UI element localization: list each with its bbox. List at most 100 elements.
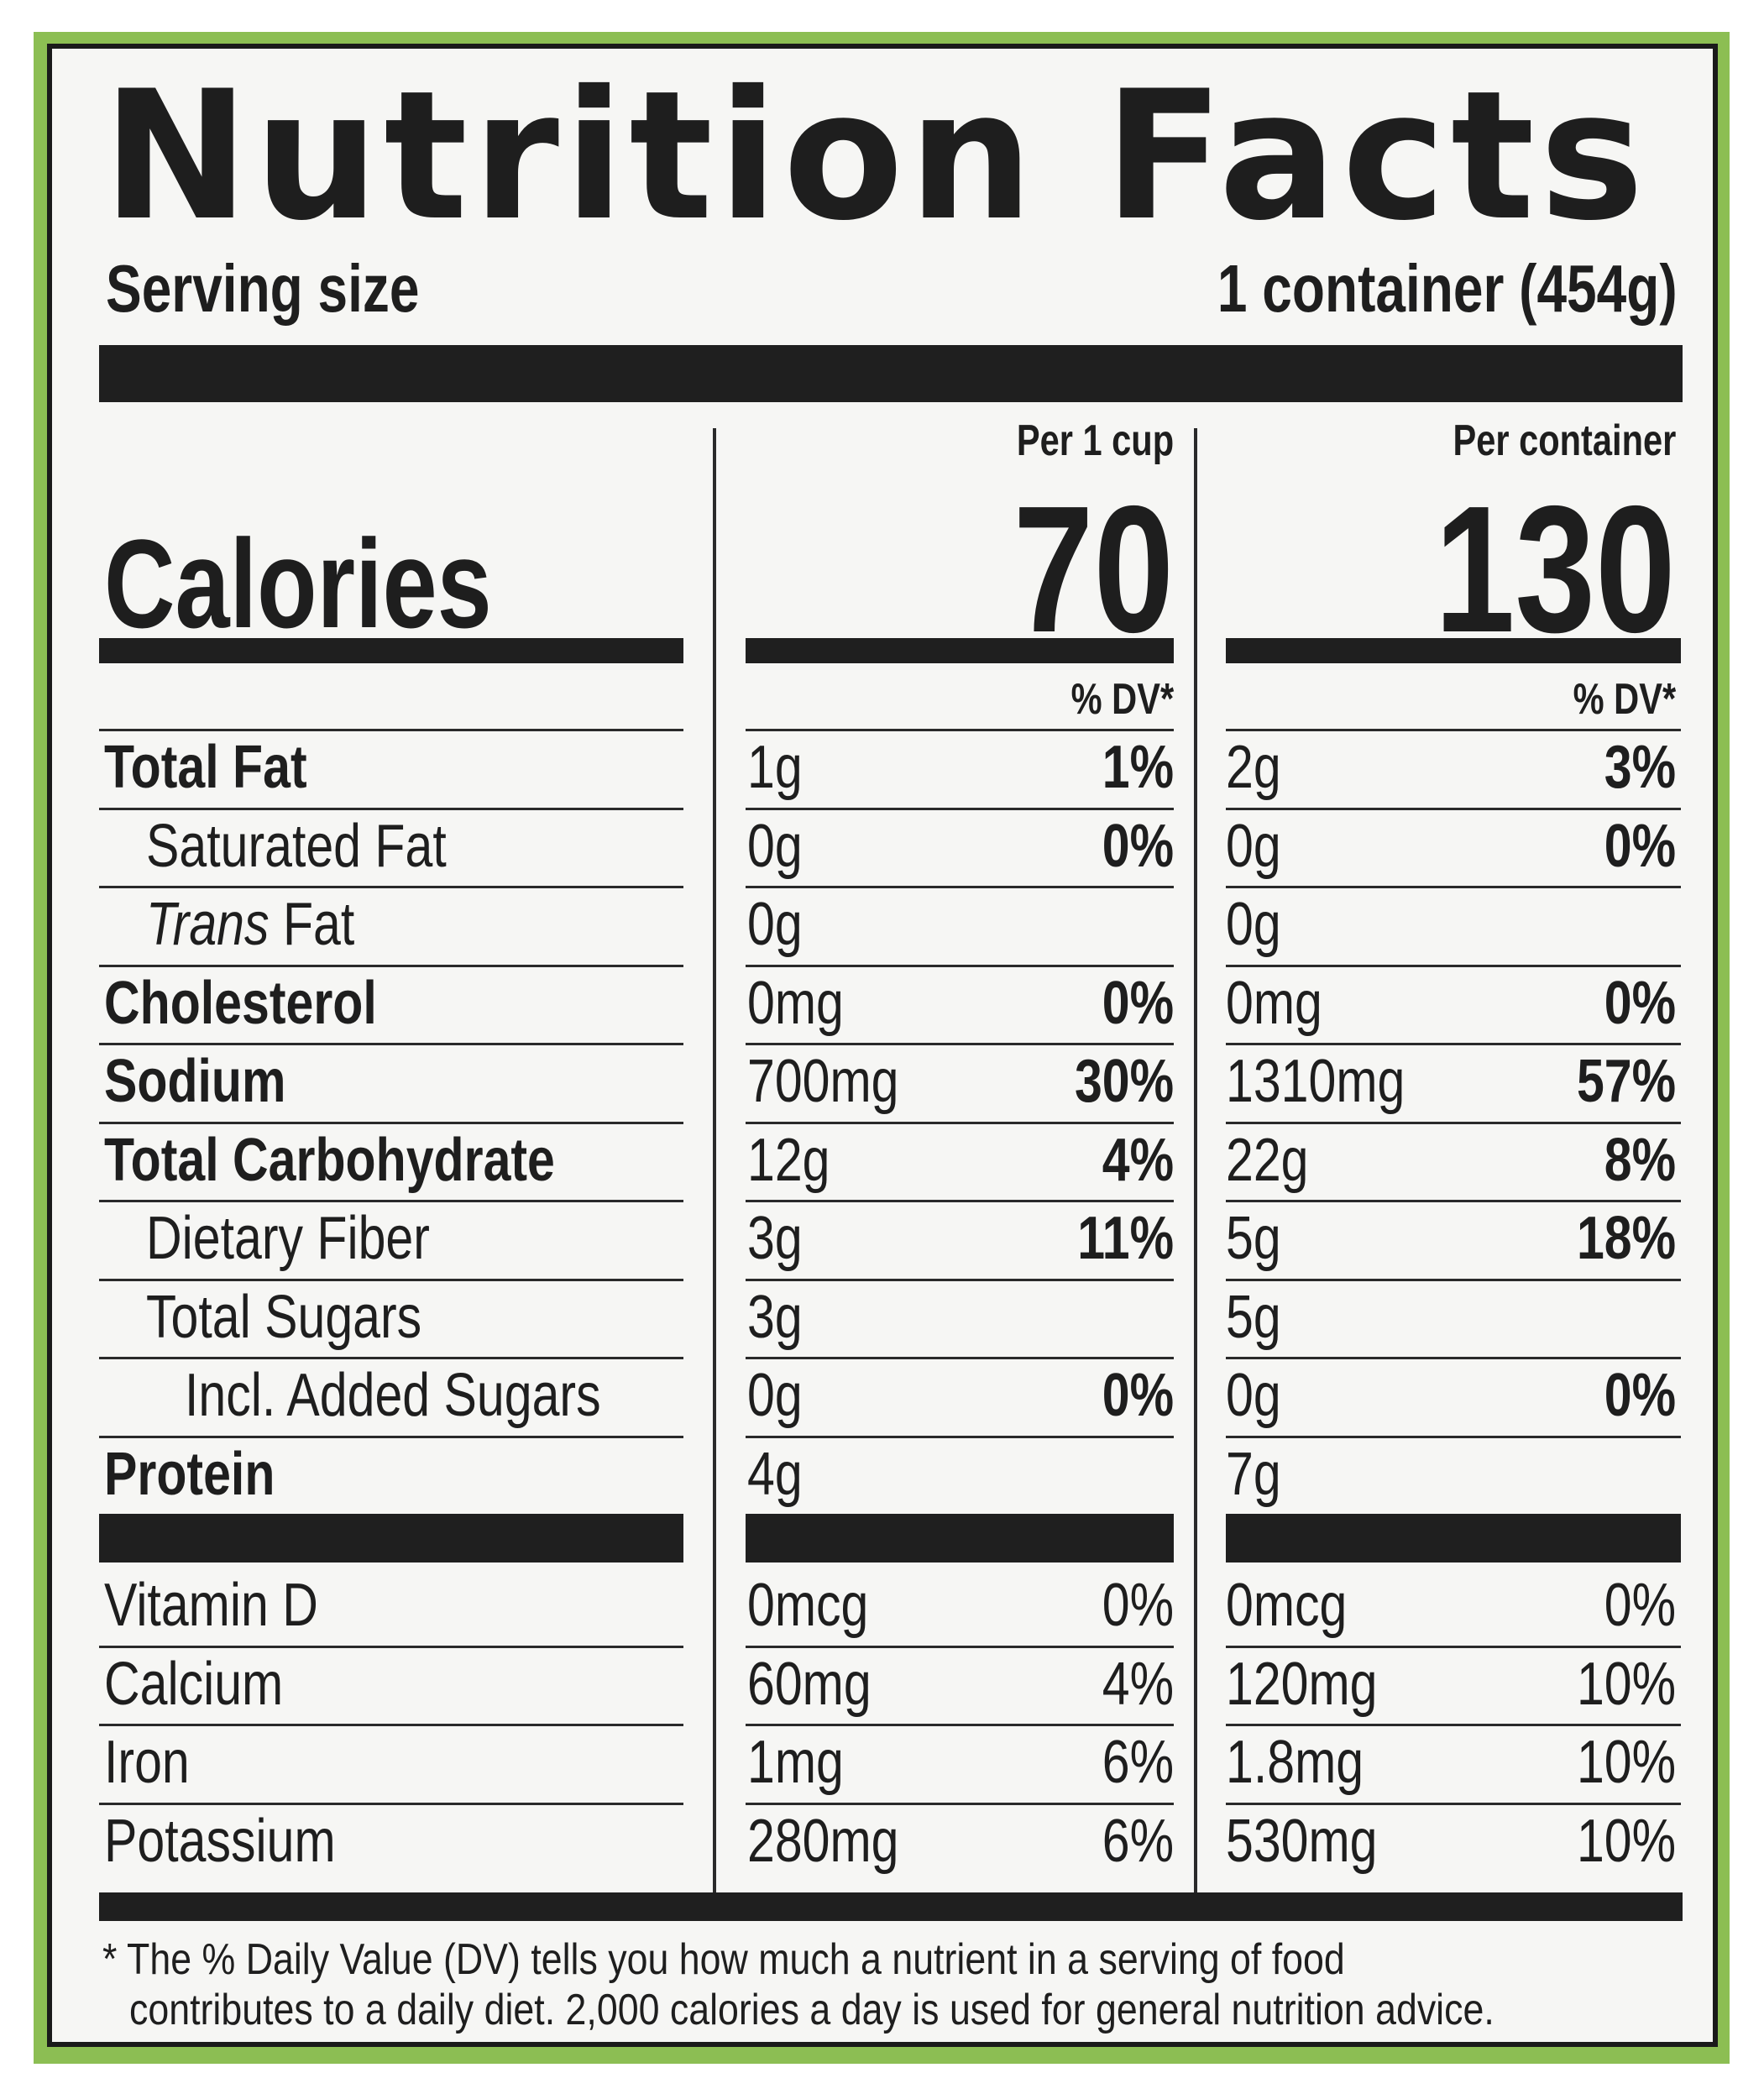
dv-per-cup: 1% <box>1102 734 1174 801</box>
nutrient-label-text: Dietary Fiber <box>146 1205 430 1272</box>
row-separator <box>746 729 1174 731</box>
amount-per-container: 0g <box>1226 1362 1281 1429</box>
row-separator <box>746 1436 1174 1438</box>
row-separator <box>746 965 1174 967</box>
vitamin-dv-per-cup: 6% <box>1102 1808 1174 1875</box>
row-separator <box>746 1646 1174 1648</box>
dv-per-cup: 0% <box>1102 970 1174 1037</box>
nutrient-label-text: Protein <box>104 1441 275 1508</box>
vitamin-label: Calcium <box>104 1651 284 1718</box>
amount-per-container: 0mg <box>1226 970 1322 1037</box>
row-separator <box>1226 1122 1681 1124</box>
calories-per-cup: 70 <box>1013 468 1174 670</box>
row-separator <box>746 1803 1174 1805</box>
row-separator <box>99 1043 683 1045</box>
amount-per-container: 2g <box>1226 734 1281 801</box>
amount-per-cup: 0mg <box>747 970 844 1037</box>
row-separator <box>746 1357 1174 1359</box>
amount-per-cup: 0g <box>747 813 803 880</box>
nutrition-facts-label: Nutrition Facts Serving size 1 container… <box>47 44 1718 2047</box>
vitamin-amount-per-cup: 0mcg <box>747 1572 869 1639</box>
amount-per-container: 7g <box>1226 1441 1281 1508</box>
row-separator <box>1226 1043 1681 1045</box>
row-separator <box>746 1200 1174 1202</box>
row-separator <box>1226 886 1681 888</box>
amount-per-cup: 700mg <box>747 1048 899 1115</box>
row-separator <box>1226 729 1681 731</box>
amount-per-cup: 0g <box>747 1362 803 1429</box>
column-divider-right <box>1194 428 1197 1896</box>
amount-per-cup: 1g <box>747 734 803 801</box>
row-separator <box>1226 1200 1681 1202</box>
amount-per-cup: 0g <box>747 891 803 958</box>
amount-per-container: 0g <box>1226 813 1281 880</box>
nutrient-label-text: Total Fat <box>104 734 307 801</box>
vitamin-amount-per-cup: 60mg <box>747 1651 872 1718</box>
dv-per-cup: 11% <box>1077 1205 1174 1272</box>
nutrient-label: Saturated Fat <box>146 813 447 880</box>
amount-per-cup: 12g <box>747 1127 830 1194</box>
row-separator <box>99 1200 683 1202</box>
dv-per-container: 3% <box>1604 734 1676 801</box>
vitamin-dv-per-cup: 6% <box>1102 1729 1174 1796</box>
row-separator <box>746 808 1174 810</box>
dv-per-cup: 30% <box>1074 1048 1174 1115</box>
dv-per-cup: 4% <box>1102 1127 1174 1194</box>
dv-per-container: 8% <box>1604 1127 1676 1194</box>
dv-per-cup: 0% <box>1102 813 1174 880</box>
vitamin-dv-per-container: 10% <box>1576 1651 1676 1718</box>
calories-per-container: 130 <box>1435 468 1676 670</box>
amount-per-container: 5g <box>1226 1205 1281 1272</box>
nutrient-label-text: Total Carbohydrate <box>104 1127 555 1194</box>
nutrient-label-text: Cholesterol <box>104 970 377 1037</box>
row-separator <box>746 886 1174 888</box>
row-separator <box>99 886 683 888</box>
thick-divider-vitamins-container <box>1226 1514 1681 1562</box>
row-separator <box>99 1122 683 1124</box>
nutrient-label-text: Sodium <box>104 1048 286 1115</box>
nutrient-label: Total Carbohydrate <box>104 1127 555 1194</box>
row-separator <box>1226 1724 1681 1726</box>
nutrient-label: Cholesterol <box>104 970 377 1037</box>
medium-divider-label <box>99 638 683 663</box>
row-separator <box>99 1646 683 1648</box>
vitamin-amount-per-cup: 280mg <box>747 1808 899 1875</box>
row-separator <box>99 1279 683 1281</box>
nutrient-label-text: Fat <box>282 891 355 958</box>
row-separator <box>746 1279 1174 1281</box>
amount-per-container: 22g <box>1226 1127 1309 1194</box>
nutrient-label-prefix: Trans <box>146 891 270 958</box>
footnote-line-1: * The % Daily Value (DV) tells you how m… <box>102 1935 1345 1984</box>
row-separator <box>1226 965 1681 967</box>
row-separator <box>1226 808 1681 810</box>
nutrient-label: Dietary Fiber <box>146 1205 430 1272</box>
row-separator <box>1226 1357 1681 1359</box>
amount-per-cup: 4g <box>747 1441 803 1508</box>
footnote-line-2: contributes to a daily diet. 2,000 calor… <box>129 1986 1494 2034</box>
row-separator <box>1226 1803 1681 1805</box>
dv-per-container: 0% <box>1604 1362 1676 1429</box>
nutrient-label: Total Sugars <box>146 1284 421 1351</box>
nutrient-label: Trans Fat <box>146 891 354 958</box>
row-separator <box>99 1803 683 1805</box>
vitamin-dv-per-cup: 0% <box>1102 1572 1174 1639</box>
serving-size-value: 1 container (454g) <box>1217 251 1678 326</box>
medium-divider-container <box>1226 638 1681 663</box>
amount-per-container: 5g <box>1226 1284 1281 1351</box>
per-cup-header: Per 1 cup <box>1016 416 1174 465</box>
row-separator <box>99 729 683 731</box>
vitamin-dv-per-container: 0% <box>1604 1572 1676 1639</box>
thick-divider-top <box>99 345 1683 402</box>
vitamin-amount-per-container: 1.8mg <box>1226 1729 1364 1796</box>
amount-per-cup: 3g <box>747 1205 803 1272</box>
dv-per-cup: 0% <box>1102 1362 1174 1429</box>
row-separator <box>99 965 683 967</box>
row-separator <box>99 1357 683 1359</box>
dv-header-cup: % DV* <box>1070 675 1174 724</box>
label-title: Nutrition Facts <box>102 52 1649 259</box>
vitamin-dv-per-cup: 4% <box>1102 1651 1174 1718</box>
column-divider-left <box>713 428 716 1896</box>
vitamin-amount-per-cup: 1mg <box>747 1729 844 1796</box>
vitamin-label: Vitamin D <box>104 1572 318 1639</box>
thick-divider-vitamins-label <box>99 1514 683 1562</box>
